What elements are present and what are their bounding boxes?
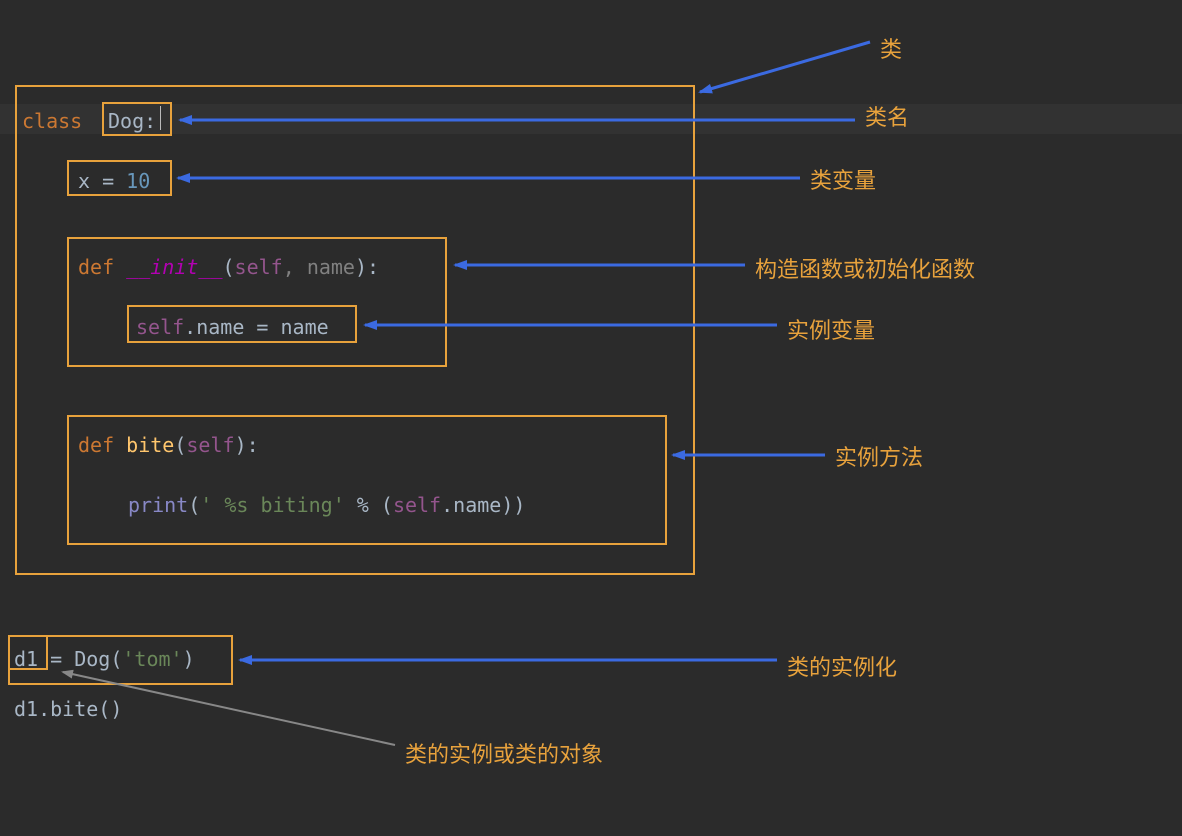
var-value: 10 <box>126 169 150 193</box>
code-bite-body: print(' %s biting' % (self.name)) <box>128 490 525 520</box>
kw-class: class <box>22 109 82 133</box>
classname-text: Dog <box>108 109 144 133</box>
code-init-body: self.name = name <box>136 312 329 342</box>
label-classvar: 类变量 <box>810 163 876 195</box>
label-instantiation: 类的实例化 <box>787 650 897 682</box>
code-class-decl: class <box>22 106 82 136</box>
init-name: __init__ <box>126 255 222 279</box>
code-classname: Dog: <box>108 106 156 136</box>
label-constructor: 构造函数或初始化函数 <box>755 252 975 284</box>
bite-name: bite <box>126 433 174 457</box>
label-method: 实例方法 <box>835 440 923 472</box>
code-classvar: x = 10 <box>78 166 150 196</box>
d1-var: d1 <box>14 647 38 671</box>
var-x: x = <box>78 169 126 193</box>
label-instance-obj: 类的实例或类的对象 <box>405 737 603 769</box>
text-cursor <box>160 106 161 130</box>
code-init-def: def __init__(self, name): <box>78 252 379 282</box>
code-call: d1.bite() <box>14 694 122 724</box>
label-class: 类 <box>880 32 902 64</box>
label-classname: 类名 <box>865 100 909 132</box>
label-instvar: 实例变量 <box>787 313 875 345</box>
code-bite-def: def bite(self): <box>78 430 259 460</box>
code-inst: d1 = Dog('tom') <box>14 644 195 674</box>
